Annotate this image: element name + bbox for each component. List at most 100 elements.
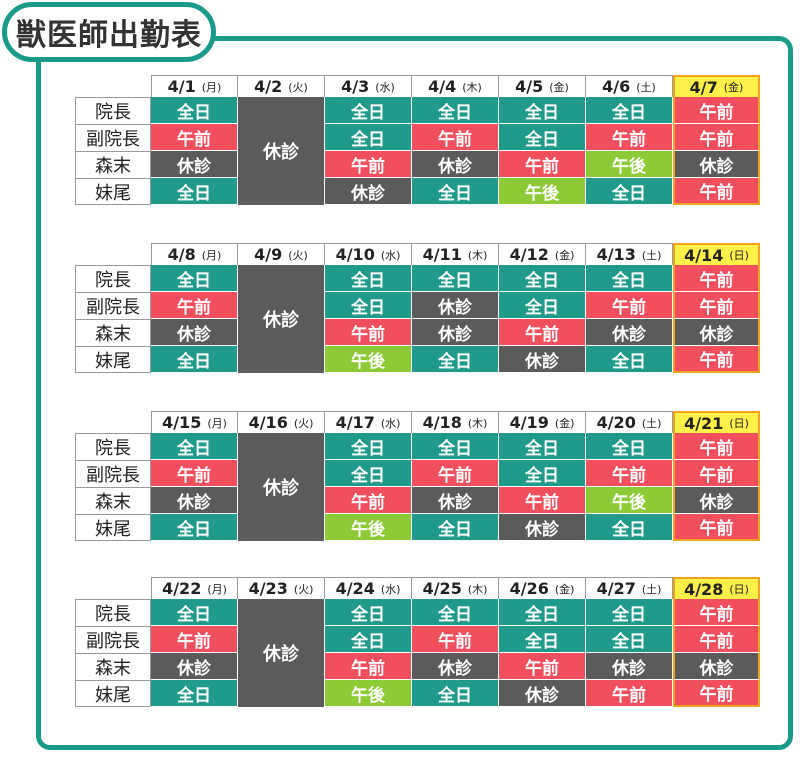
date-header: 4/25 (木) xyxy=(412,577,499,599)
date-header: 4/12 (金) xyxy=(499,243,586,265)
shift-cell: 全日 xyxy=(586,265,673,292)
shift-cell: 休診 xyxy=(151,653,238,680)
weekday-label: (木) xyxy=(467,582,488,596)
weekday-label: (水) xyxy=(380,582,401,596)
date-label: 4/2 xyxy=(254,77,283,96)
shift-cell: 全日 xyxy=(151,680,238,707)
date-label: 4/13 xyxy=(596,245,636,264)
date-header: 4/24 (水) xyxy=(325,577,412,599)
shift-cell: 午後 xyxy=(586,151,673,178)
shift-cell: 全日 xyxy=(325,97,412,124)
doctor-name: 森末 xyxy=(75,151,151,178)
weekday-label: (土) xyxy=(641,248,662,262)
date-header: 4/20 (土) xyxy=(586,411,673,433)
week-table: 4/22 (月) 4/23 (火) 4/24 (水) 4/25 (木) 4/26 (金) 4/27 (… xyxy=(75,577,760,707)
shift-cell: 休診 xyxy=(412,292,499,319)
shift-cell: 休診 xyxy=(673,151,760,178)
doctor-name: 副院長 xyxy=(75,292,151,319)
date-label: 4/5 xyxy=(515,77,544,96)
shift-cell: 午前 xyxy=(586,460,673,487)
shift-cell: 午前 xyxy=(673,346,760,373)
weekday-label: (土) xyxy=(641,416,662,430)
shift-cell: 休診 xyxy=(151,487,238,514)
week-table: 4/8 (月) 4/9 (火) 4/10 (水) 4/11 (木) 4/12 (金) 4/13 (土)… xyxy=(75,243,760,373)
shift-cell: 全日 xyxy=(586,599,673,626)
shift-cell: 午前 xyxy=(673,97,760,124)
weekday-label: (土) xyxy=(636,80,656,94)
page-title: 獣医師出勤表 xyxy=(2,2,216,62)
date-label: 4/26 xyxy=(509,579,549,598)
shift-cell: 午前 xyxy=(151,626,238,653)
doctor-name: 妹尾 xyxy=(75,178,151,205)
shift-cell: 全日 xyxy=(325,292,412,319)
weekday-label: (木) xyxy=(467,248,488,262)
weekday-label: (土) xyxy=(641,582,662,596)
shift-cell: 午前 xyxy=(673,433,760,460)
shift-cell: 午前 xyxy=(325,151,412,178)
date-label: 4/25 xyxy=(422,579,462,598)
doctor-name: 副院長 xyxy=(75,460,151,487)
shift-cell: 全日 xyxy=(151,514,238,541)
date-header: 4/19 (金) xyxy=(499,411,586,433)
date-header: 4/5 (金) xyxy=(499,75,586,97)
shift-cell: 全日 xyxy=(325,265,412,292)
shift-cell: 全日 xyxy=(151,599,238,626)
shift-cell: 午前 xyxy=(412,626,499,653)
date-label: 4/1 xyxy=(167,77,196,96)
shift-cell: 午前 xyxy=(499,653,586,680)
shift-cell: 全日 xyxy=(499,626,586,653)
schedule-grid: 4/22 (月) 4/23 (火) 4/24 (水) 4/25 (木) 4/26 (金) 4/27 (… xyxy=(75,577,760,707)
date-header: 4/26 (金) xyxy=(499,577,586,599)
date-header: 4/18 (木) xyxy=(412,411,499,433)
shift-cell: 休診 xyxy=(586,319,673,346)
date-label: 4/4 xyxy=(428,77,457,96)
date-header: 4/7 (金) xyxy=(673,75,760,97)
shift-cell: 休診 xyxy=(412,653,499,680)
date-label: 4/18 xyxy=(422,413,462,432)
weekday-label: (火) xyxy=(293,416,314,430)
shift-cell: 午前 xyxy=(673,514,760,541)
weekday-label: (月) xyxy=(207,582,227,596)
shift-cell: 全日 xyxy=(586,97,673,124)
shift-cell: 休診 xyxy=(151,319,238,346)
shift-cell: 休診 xyxy=(151,151,238,178)
shift-cell: 全日 xyxy=(586,433,673,460)
date-label: 4/3 xyxy=(341,77,370,96)
shift-cell: 午前 xyxy=(586,124,673,151)
closed-day-cell: 休診 xyxy=(238,265,325,373)
date-label: 4/9 xyxy=(254,245,283,264)
date-header: 4/10 (水) xyxy=(325,243,412,265)
weekday-label: (月) xyxy=(201,80,222,94)
doctor-name: 院長 xyxy=(75,265,151,292)
shift-cell: 午前 xyxy=(673,124,760,151)
date-label: 4/23 xyxy=(248,579,288,598)
shift-cell: 全日 xyxy=(499,599,586,626)
shift-cell: 休診 xyxy=(499,346,586,373)
shift-cell: 全日 xyxy=(325,599,412,626)
shift-cell: 午前 xyxy=(673,292,760,319)
doctor-name: 森末 xyxy=(75,653,151,680)
shift-cell: 全日 xyxy=(499,292,586,319)
date-label: 4/20 xyxy=(596,413,636,432)
weekday-label: (水) xyxy=(380,248,401,262)
weekday-label: (金) xyxy=(549,80,569,94)
shift-cell: 午後 xyxy=(325,680,412,707)
date-header: 4/8 (月) xyxy=(151,243,238,265)
shift-cell: 午前 xyxy=(412,460,499,487)
doctor-name: 院長 xyxy=(75,599,151,626)
shift-cell: 全日 xyxy=(151,97,238,124)
shift-cell: 全日 xyxy=(412,433,499,460)
shift-cell: 休診 xyxy=(673,319,760,346)
shift-cell: 全日 xyxy=(499,265,586,292)
weekday-label: (火) xyxy=(288,248,308,262)
shift-cell: 休診 xyxy=(499,514,586,541)
date-label: 4/24 xyxy=(335,579,375,598)
shift-cell: 全日 xyxy=(412,265,499,292)
shift-cell: 全日 xyxy=(325,626,412,653)
date-header: 4/27 (土) xyxy=(586,577,673,599)
date-label: 4/15 xyxy=(162,413,202,432)
closed-day-cell: 休診 xyxy=(238,433,325,541)
week-table: 4/15 (月) 4/16 (火) 4/17 (水) 4/18 (木) 4/19 (金) 4/20 (… xyxy=(75,411,760,541)
weekday-label: (日) xyxy=(729,583,749,596)
weekday-label: (火) xyxy=(288,80,308,94)
